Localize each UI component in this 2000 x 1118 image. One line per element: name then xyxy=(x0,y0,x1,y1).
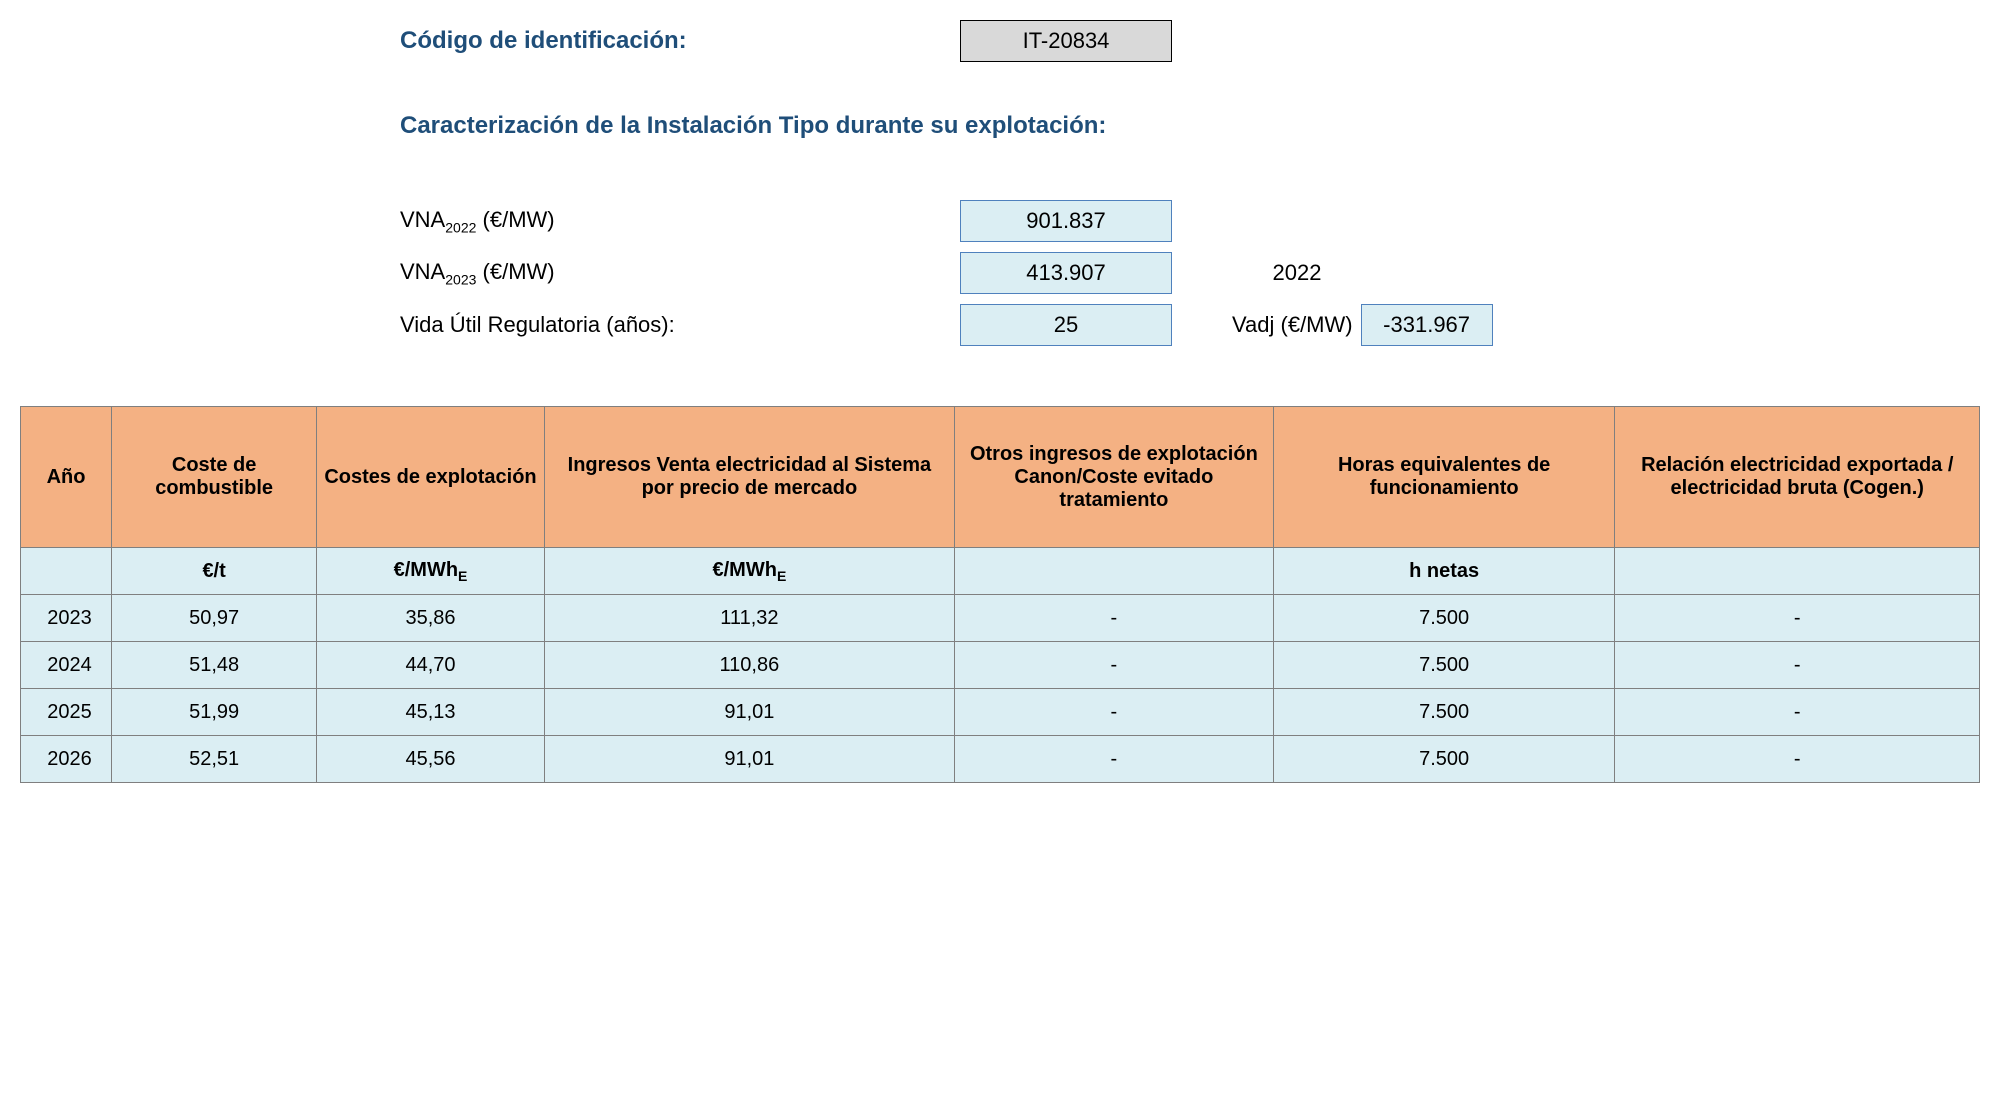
col-hours: Horas equivalentes de funcionamiento xyxy=(1273,407,1615,548)
cell-fuel: 52,51 xyxy=(112,736,317,783)
data-table: Año Coste de combustible Costes de explo… xyxy=(20,406,1980,783)
unit-fuel: €/t xyxy=(112,548,317,595)
cell-hours: 7.500 xyxy=(1273,642,1615,689)
table-row: 202451,4844,70110,86-7.500- xyxy=(21,642,1980,689)
vna2023-row: VNA2023 (€/MW) 413.907 2022 xyxy=(400,252,1980,294)
cell-year: 2025 xyxy=(21,689,112,736)
cell-ratio: - xyxy=(1615,736,1980,783)
cell-opex: 45,56 xyxy=(317,736,545,783)
vadj-label: Vadj (€/MW) xyxy=(1232,312,1353,338)
col-opex: Costes de explotación xyxy=(317,407,545,548)
section-title: Caracterización de la Instalación Tipo d… xyxy=(400,112,1980,140)
table-row: 202551,9945,1391,01-7.500- xyxy=(21,689,1980,736)
unit-opex: €/MWhE xyxy=(317,548,545,595)
cell-ratio: - xyxy=(1615,689,1980,736)
vna2023-value: 413.907 xyxy=(960,252,1172,294)
col-ratio: Relación electricidad exportada / electr… xyxy=(1615,407,1980,548)
vadj-value: -331.967 xyxy=(1361,304,1493,346)
col-fuel: Coste de combustible xyxy=(112,407,317,548)
units-row: €/t €/MWhE €/MWhE h netas xyxy=(21,548,1980,595)
cell-hours: 7.500 xyxy=(1273,736,1615,783)
cell-fuel: 51,48 xyxy=(112,642,317,689)
year-ref: 2022 xyxy=(1172,260,1422,286)
code-row: Código de identificación: IT-20834 xyxy=(400,20,1980,62)
cell-other: - xyxy=(954,736,1273,783)
code-label: Código de identificación: xyxy=(400,27,960,55)
cell-fuel: 50,97 xyxy=(112,595,317,642)
table-row: 202652,5145,5691,01-7.500- xyxy=(21,736,1980,783)
cell-rev: 111,32 xyxy=(544,595,954,642)
header-section: Código de identificación: IT-20834 Carac… xyxy=(400,20,1980,346)
cell-year: 2026 xyxy=(21,736,112,783)
cell-hours: 7.500 xyxy=(1273,595,1615,642)
vna2023-label: VNA2023 (€/MW) xyxy=(400,259,960,287)
vna2022-value: 901.837 xyxy=(960,200,1172,242)
unit-rev: €/MWhE xyxy=(544,548,954,595)
vna2022-label: VNA2022 (€/MW) xyxy=(400,207,960,235)
cell-other: - xyxy=(954,642,1273,689)
cell-rev: 91,01 xyxy=(544,736,954,783)
cell-ratio: - xyxy=(1615,595,1980,642)
unit-hours: h netas xyxy=(1273,548,1615,595)
cell-ratio: - xyxy=(1615,642,1980,689)
col-year: Año xyxy=(21,407,112,548)
col-rev: Ingresos Venta electricidad al Sistema p… xyxy=(544,407,954,548)
life-value: 25 xyxy=(960,304,1172,346)
vna2022-row: VNA2022 (€/MW) 901.837 xyxy=(400,200,1980,242)
cell-rev: 91,01 xyxy=(544,689,954,736)
code-value-box: IT-20834 xyxy=(960,20,1172,62)
unit-other xyxy=(954,548,1273,595)
unit-ratio xyxy=(1615,548,1980,595)
cell-rev: 110,86 xyxy=(544,642,954,689)
table-row: 202350,9735,86111,32-7.500- xyxy=(21,595,1980,642)
table-header-row: Año Coste de combustible Costes de explo… xyxy=(21,407,1980,548)
cell-hours: 7.500 xyxy=(1273,689,1615,736)
cell-opex: 44,70 xyxy=(317,642,545,689)
life-row: Vida Útil Regulatoria (años): 25 Vadj (€… xyxy=(400,304,1980,346)
col-other: Otros ingresos de explotación Canon/Cost… xyxy=(954,407,1273,548)
cell-fuel: 51,99 xyxy=(112,689,317,736)
cell-year: 2024 xyxy=(21,642,112,689)
cell-other: - xyxy=(954,595,1273,642)
cell-opex: 45,13 xyxy=(317,689,545,736)
life-label: Vida Útil Regulatoria (años): xyxy=(400,312,960,338)
cell-opex: 35,86 xyxy=(317,595,545,642)
cell-year: 2023 xyxy=(21,595,112,642)
unit-year xyxy=(21,548,112,595)
cell-other: - xyxy=(954,689,1273,736)
